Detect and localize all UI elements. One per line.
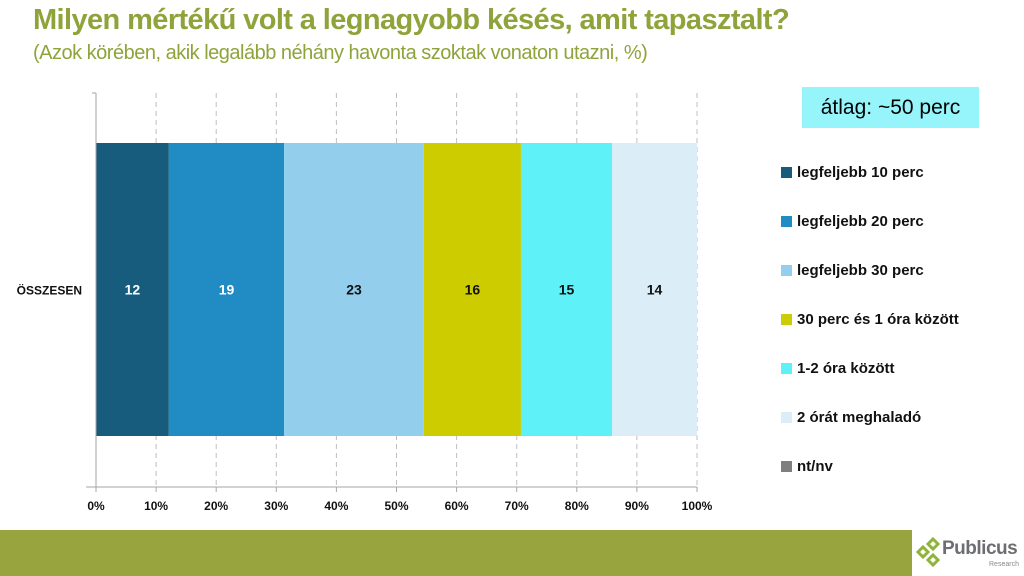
bar-segment — [612, 143, 697, 436]
average-annotation: átlag: ~50 perc — [802, 87, 979, 128]
legend-swatch — [781, 313, 792, 325]
category-labels: ÖSSZESEN — [17, 283, 82, 298]
data-label: 14 — [647, 282, 663, 298]
stacked-bar-chart: 12 19 23 16 15 14 0% 10% 20% 30% 40% 50% 60% 70% 80% 9… — [17, 92, 713, 513]
data-labels: 12 19 23 16 15 14 — [125, 282, 663, 298]
bar-segment — [284, 143, 424, 436]
x-tick-label: 50% — [384, 499, 408, 513]
average-text: átlag: ~50 perc — [820, 95, 961, 119]
diamond-cluster-icon — [916, 536, 941, 568]
x-tick-label: 30% — [264, 499, 288, 513]
legend-item: 2 órát meghaladó — [781, 407, 921, 427]
bar-segments — [96, 143, 697, 436]
legend-item: legfeljebb 10 perc — [781, 162, 924, 182]
x-tick-label: 40% — [324, 499, 348, 513]
data-label: 15 — [559, 282, 575, 298]
bar-segment — [520, 143, 613, 436]
legend-item: 30 perc és 1 óra között — [781, 309, 959, 329]
x-tick-label: 70% — [505, 499, 529, 513]
bar-segment — [168, 143, 285, 436]
legend-label: legfeljebb 30 perc — [797, 261, 924, 279]
legend-label: legfeljebb 10 perc — [797, 163, 924, 181]
x-tick-label: 10% — [144, 499, 168, 513]
x-tick-label: 90% — [625, 499, 649, 513]
x-tick-label: 80% — [565, 499, 589, 513]
legend-label: 30 perc és 1 óra között — [797, 310, 959, 328]
legend-swatch — [781, 362, 792, 374]
legend-item: 1-2 óra között — [781, 358, 895, 378]
x-tick-label: 0% — [87, 499, 105, 513]
publicus-logo: Publicus Research — [916, 536, 1024, 572]
legend-label: 2 órát meghaladó — [797, 408, 922, 426]
legend-label: legfeljebb 20 perc — [797, 212, 924, 230]
legend-swatch — [781, 411, 792, 423]
logo-subtitle: Research — [989, 561, 1019, 568]
data-label: 19 — [219, 282, 235, 298]
bar-segment — [96, 143, 169, 436]
legend-swatch — [781, 166, 792, 178]
chart-title: Milyen mértékű volt a legnagyobb késés, … — [33, 4, 790, 36]
chart-subtitle: (Azok körében, akik legalább néhány havo… — [33, 42, 648, 64]
x-tick-label: 20% — [204, 499, 228, 513]
data-label: 12 — [125, 282, 141, 298]
axes — [86, 92, 698, 492]
footer-bar — [0, 530, 912, 576]
x-tick-labels: 0% 10% 20% 30% 40% 50% 60% 70% 80% 90% 100% — [87, 499, 712, 513]
category-label: ÖSSZESEN — [17, 283, 82, 298]
x-tick-label: 100% — [682, 499, 713, 513]
legend-label: nt/nv — [797, 457, 833, 475]
x-tick-label: 60% — [445, 499, 469, 513]
data-label: 23 — [346, 282, 362, 298]
legend-label: 1-2 óra között — [797, 359, 895, 377]
logo-name: Publicus — [942, 538, 1018, 559]
legend-item: nt/nv — [781, 456, 833, 476]
legend-item: legfeljebb 20 perc — [781, 211, 924, 231]
legend-swatch — [781, 215, 792, 227]
legend-swatch — [781, 264, 792, 276]
data-label: 16 — [465, 282, 481, 298]
legend-swatch — [781, 460, 792, 472]
legend-item: legfeljebb 30 perc — [781, 260, 924, 280]
bar-segment — [423, 143, 521, 436]
